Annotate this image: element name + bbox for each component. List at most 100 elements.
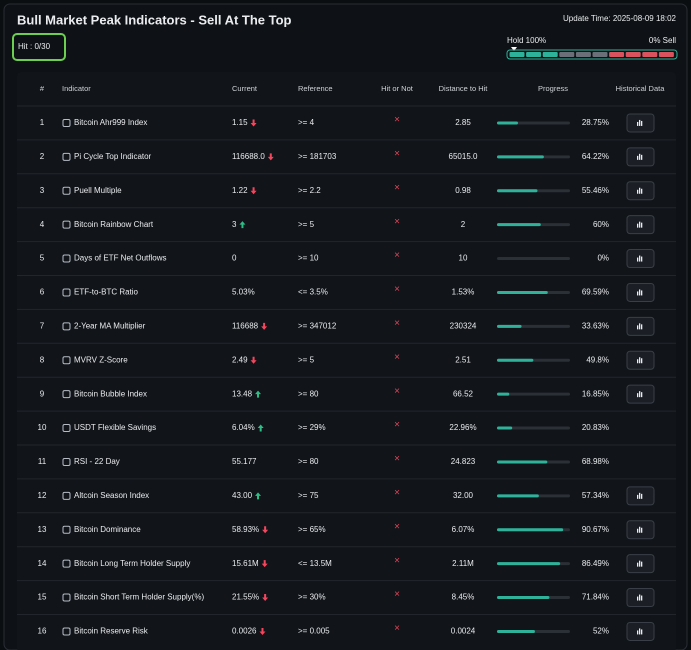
chart-glyph [639, 357, 641, 364]
trend-arrow [250, 187, 257, 195]
trend-arrow [250, 356, 257, 364]
trend-arrow [250, 119, 257, 127]
hit-status: × [394, 182, 400, 193]
chart-glyph [637, 257, 639, 262]
reference: >= 347012 [298, 321, 337, 330]
row-rank: 15 [38, 593, 47, 602]
row-rank: 14 [38, 559, 47, 568]
current-value: 1.22 [232, 186, 248, 195]
hold-marker [511, 47, 517, 51]
indicator-name: USDT Flexible Savings [74, 423, 156, 432]
progress-fill [497, 358, 534, 362]
chart-glyph [637, 562, 639, 567]
historical-button[interactable] [626, 316, 655, 336]
hit-status: × [394, 284, 400, 295]
chart-glyph [639, 119, 641, 126]
progress-fill [497, 392, 510, 396]
historical-button[interactable] [626, 520, 655, 540]
progress-fill [497, 426, 513, 430]
historical-button[interactable] [626, 113, 655, 133]
historical-button[interactable] [626, 147, 655, 167]
indicator-name: Altcoin Season Index [74, 491, 149, 500]
historical-button[interactable] [626, 621, 655, 641]
progress-fill [497, 562, 561, 566]
row-rank: 9 [40, 389, 45, 398]
historical-button[interactable] [626, 554, 655, 574]
distance: 230324 [450, 321, 477, 330]
current-value: 15.61M [232, 559, 259, 568]
current-value: 6.04% [232, 423, 255, 432]
distance: 2 [461, 220, 466, 229]
chart-glyph [637, 189, 639, 194]
historical-button[interactable] [626, 181, 655, 201]
current-value: 116688.0 [232, 152, 265, 161]
sell-label: 0% Sell [649, 36, 676, 45]
row-rank: 7 [40, 321, 45, 330]
current-value: 58.93% [232, 525, 259, 534]
reference: >= 2.2 [298, 186, 321, 195]
trend-arrow [255, 492, 262, 500]
indicator-icon [62, 593, 71, 602]
row-rank: 11 [38, 457, 47, 466]
chart-glyph [641, 561, 643, 567]
chart-glyph [641, 188, 643, 194]
progress-label: 28.75% [582, 118, 609, 127]
distance: 2.51 [455, 355, 471, 364]
trend-arrow [267, 153, 274, 161]
historical-button[interactable] [626, 350, 655, 370]
historical-button[interactable] [626, 384, 655, 404]
column-header: Hit or Not [381, 84, 414, 93]
chart-glyph [641, 256, 643, 262]
historical-button[interactable] [626, 215, 655, 235]
distance: 66.52 [453, 389, 474, 398]
hit-status: × [394, 318, 400, 329]
hit-status: × [394, 454, 400, 465]
bar-segment [625, 52, 641, 57]
indicator-name: RSI - 22 Day [74, 457, 120, 466]
historical-button[interactable] [626, 249, 655, 269]
row-rank: 12 [38, 491, 47, 500]
distance: 0.98 [455, 186, 471, 195]
current-value: 21.55% [232, 593, 259, 602]
indicator-icon [62, 288, 71, 297]
historical-button[interactable] [626, 486, 655, 506]
bar-segment [526, 52, 542, 57]
trend-arrow [262, 526, 269, 534]
column-header: Distance to Hit [439, 84, 489, 93]
indicator-icon [62, 356, 71, 365]
indicator-name: Bitcoin Ahr999 Index [74, 118, 147, 127]
chart-glyph [639, 255, 641, 262]
chart-glyph [637, 223, 639, 228]
distance: 6.07% [452, 525, 475, 534]
reference: >= 0.005 [298, 627, 330, 636]
bar-segment [592, 52, 608, 57]
indicator-icon [62, 559, 71, 568]
progress-fill [497, 596, 550, 600]
indicator-icon [62, 322, 71, 331]
row-rank: 8 [40, 355, 45, 364]
chart-glyph [637, 630, 639, 635]
current-value: 1.15 [232, 118, 248, 127]
column-header: Current [232, 84, 258, 93]
progress-fill [497, 460, 548, 464]
progress-fill [497, 155, 544, 159]
historical-button[interactable] [626, 282, 655, 302]
historical-button[interactable] [626, 588, 655, 608]
row-rank: 13 [38, 525, 47, 534]
column-header: Historical Data [616, 84, 666, 93]
bar-segment [542, 52, 558, 57]
bar-segment [642, 52, 658, 57]
hit-status: × [394, 352, 400, 363]
indicator-icon [62, 186, 71, 195]
progress-track [497, 426, 570, 430]
indicator-icon [62, 152, 71, 161]
reference: >= 10 [298, 254, 319, 263]
hit-status: × [394, 386, 400, 397]
bar-segment [658, 52, 674, 57]
progress-track [497, 257, 570, 261]
current-value: 2.49 [232, 355, 248, 364]
indicator-name: Days of ETF Net Outflows [74, 254, 166, 263]
indicator-icon [62, 627, 71, 636]
chart-glyph [641, 595, 643, 601]
chart-glyph [639, 492, 641, 499]
